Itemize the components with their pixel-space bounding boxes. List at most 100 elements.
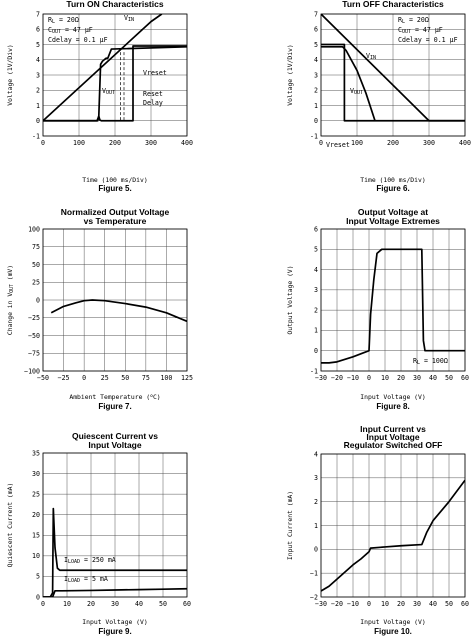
chart-title: Quiescent Current vs xyxy=(72,431,158,441)
y-tick-label: 2 xyxy=(314,306,318,314)
y-tick-label: 5 xyxy=(36,41,40,49)
annotation-iload-250: ILOAD = 250 mA xyxy=(64,556,116,565)
plot-frame xyxy=(42,13,188,137)
x-tick-label: 20 xyxy=(87,600,95,608)
annotation-iload-5: ILOAD = 5 mA xyxy=(64,575,108,584)
annotation-vreset-label: Vreset xyxy=(143,69,167,77)
y-tick-label: -1 xyxy=(310,367,318,375)
series-reset-line xyxy=(321,43,465,122)
chart-title: Input Voltage xyxy=(88,440,141,450)
x-tick-label: 60 xyxy=(461,374,469,382)
x-tick-label: −20 xyxy=(331,600,343,608)
x-tick-label: 40 xyxy=(429,374,437,382)
annotation-cdelay: Cdelay = 0.1 µF xyxy=(398,36,458,44)
x-axis-label: Input Voltage (V) xyxy=(360,618,425,626)
plot-frame xyxy=(42,228,188,372)
y-tick-label: 30 xyxy=(32,470,40,478)
y-tick-label: 6 xyxy=(36,26,40,34)
x-tick-label: 50 xyxy=(121,374,129,382)
x-tick-label: 10 xyxy=(381,600,389,608)
y-tick-label: 3 xyxy=(314,71,318,79)
x-tick-label: −10 xyxy=(347,374,359,382)
series-line xyxy=(321,248,465,364)
y-tick-label: 3 xyxy=(314,474,318,482)
y-tick-label: -1 xyxy=(310,132,318,140)
y-tick-label: 5 xyxy=(314,41,318,49)
x-tick-label: 20 xyxy=(397,374,405,382)
x-axis-label: Input Voltage (V) xyxy=(82,618,147,626)
x-tick-label: 20 xyxy=(397,600,405,608)
annotation-rl: RL = 20Ω xyxy=(48,16,79,25)
annotation-rl: RL = 20Ω xyxy=(398,16,429,25)
plot-frame xyxy=(320,453,466,598)
annotation-vout-label: VOUT xyxy=(102,87,115,96)
figure-label: Figure 9. xyxy=(98,627,131,636)
series-line xyxy=(321,479,465,592)
y-tick-label: 4 xyxy=(36,56,40,64)
annotation-vin-label: VIN xyxy=(366,52,376,61)
y-tick-label: 25 xyxy=(32,279,40,287)
x-tick-label: 0 xyxy=(319,139,323,147)
annotation-cout: COUT = 47 µF xyxy=(48,26,93,35)
x-tick-label: 300 xyxy=(423,139,435,147)
chart-title: vs Temperature xyxy=(84,216,147,226)
x-tick-label: 50 xyxy=(445,600,453,608)
y-axis-label: Quiescent Current (mA) xyxy=(6,483,14,568)
annotation-vin-label: VIN xyxy=(124,14,134,23)
annotation-rl: RL = 100Ω xyxy=(413,357,448,366)
y-tick-label: 7 xyxy=(36,10,40,18)
x-tick-label: 125 xyxy=(181,374,193,382)
x-tick-label: 40 xyxy=(429,600,437,608)
y-tick-label: −75 xyxy=(28,350,40,358)
y-tick-label: 10 xyxy=(32,552,40,560)
series-i-load-5-ma-line xyxy=(43,587,187,597)
y-tick-label: 15 xyxy=(32,532,40,540)
x-tick-label: −50 xyxy=(37,374,49,382)
y-tick-label: 0 xyxy=(36,296,40,304)
y-tick-label: 1 xyxy=(314,102,318,110)
x-tick-label: 10 xyxy=(381,374,389,382)
x-tick-label: −25 xyxy=(58,374,70,382)
y-tick-label: 4 xyxy=(314,450,318,458)
y-tick-label: 1 xyxy=(314,522,318,530)
x-tick-label: 30 xyxy=(413,374,421,382)
x-tick-label: 10 xyxy=(63,600,71,608)
x-tick-label: 25 xyxy=(101,374,109,382)
x-tick-label: 400 xyxy=(181,139,193,147)
chart-title: Output Voltage at xyxy=(358,207,428,217)
y-tick-label: −1 xyxy=(310,569,318,577)
series-v-in-line xyxy=(43,14,163,122)
figure-label: Figure 8. xyxy=(376,402,409,411)
chart-title: Turn OFF Characteristics xyxy=(342,0,444,9)
chart-title: Input Voltage xyxy=(366,432,419,442)
x-tick-label: 100 xyxy=(160,374,172,382)
x-tick-label: 200 xyxy=(387,139,399,147)
y-tick-label: −50 xyxy=(28,332,40,340)
x-axis-label: Ambient Temperature (oC) xyxy=(69,393,160,401)
x-tick-label: 0 xyxy=(367,374,371,382)
chart-title: Input Current vs xyxy=(360,424,426,434)
y-tick-label: −2 xyxy=(310,593,318,601)
plot-frame xyxy=(42,452,188,598)
chart-title: Normalized Output Voltage xyxy=(61,207,170,217)
series-v-out-line xyxy=(321,45,376,122)
y-tick-label: 6 xyxy=(314,26,318,34)
x-tick-label: 100 xyxy=(351,139,363,147)
y-tick-label: −25 xyxy=(28,314,40,322)
x-axis-label: Time (100 ms/Div) xyxy=(360,176,425,184)
y-tick-label: 35 xyxy=(32,449,40,457)
y-tick-label: 0 xyxy=(36,117,40,125)
y-axis-label: Output Voltage (V) xyxy=(286,265,294,334)
y-tick-label: 4 xyxy=(314,56,318,64)
annotation-delay-label: Delay xyxy=(143,99,163,107)
y-tick-label: 0 xyxy=(314,117,318,125)
y-axis-label: Voltage (1V/Div) xyxy=(286,44,294,106)
series-line xyxy=(50,299,187,323)
